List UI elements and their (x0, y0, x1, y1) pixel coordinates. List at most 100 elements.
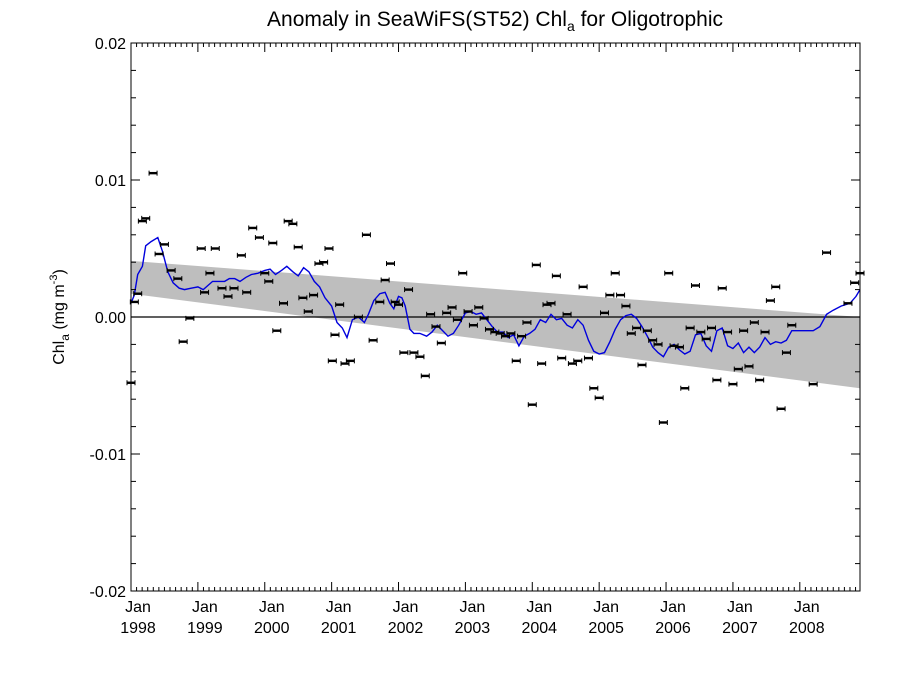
data-point (415, 354, 425, 360)
data-point (196, 246, 206, 251)
data-point (551, 273, 561, 279)
anomaly-line-layer (130, 236, 861, 358)
x-tick-year-label: 2003 (455, 620, 491, 637)
x-tick-year-label: 1998 (120, 620, 156, 637)
data-point (728, 381, 738, 387)
data-point (680, 385, 690, 391)
data-point (517, 333, 527, 339)
data-point (399, 350, 409, 356)
title-tail: for Oligotrophic (574, 8, 723, 31)
data-point (573, 358, 583, 364)
data-point (404, 287, 414, 293)
trend-confidence-band (131, 260, 860, 389)
title-subscript: a (566, 18, 575, 35)
x-tick-year-label: 2001 (321, 620, 357, 637)
data-point (685, 325, 695, 331)
data-point (664, 270, 674, 276)
x-tick-year-label: 2008 (789, 620, 825, 637)
y-tick-label: 0.00 (95, 310, 126, 327)
data-point (696, 329, 706, 335)
data-point (148, 170, 158, 176)
data-point (319, 259, 329, 265)
data-point (626, 330, 636, 336)
x-tick-year-label: 2004 (521, 620, 557, 637)
data-point (394, 302, 404, 308)
data-point (744, 363, 754, 369)
data-point (527, 402, 537, 408)
data-point (537, 361, 547, 367)
data-point (288, 221, 298, 227)
x-tick-year-label: 1999 (187, 620, 223, 637)
data-point (717, 285, 727, 291)
chart-title: Anomaly in SeaWiFS(ST52) Chla for Oligot… (0, 8, 900, 34)
y-tick-label: -0.01 (90, 447, 127, 464)
x-tick-month-label: Jan (125, 599, 151, 616)
data-point (781, 350, 791, 356)
data-point (648, 337, 658, 343)
data-point (578, 284, 588, 290)
anomaly-series-line (130, 236, 861, 358)
y-tick-label: 0.02 (95, 36, 126, 53)
axes-layer: 0.020.010.00-0.01-0.02Jan1998Jan1999Jan2… (90, 36, 861, 637)
x-tick-month-label: Jan (660, 599, 686, 616)
data-point (562, 311, 572, 317)
x-tick-month-label: Jan (727, 599, 753, 616)
ylabel-close: ) (51, 269, 68, 274)
data-point (546, 300, 556, 306)
data-point (330, 332, 340, 338)
data-point (303, 309, 313, 315)
data-point (632, 325, 642, 331)
data-point (420, 373, 430, 379)
data-point (511, 358, 521, 364)
data-point (808, 381, 818, 387)
y-axis-label: Chla (mg m-3) (48, 269, 72, 365)
svg-text:Chla (mg m-3): Chla (mg m-3) (48, 269, 72, 365)
data-point (674, 344, 684, 350)
x-tick-month-label: Jan (393, 599, 419, 616)
data-point (324, 246, 334, 251)
data-point (605, 292, 615, 298)
ylabel-subscript: a (58, 334, 72, 341)
data-point (327, 358, 337, 364)
data-point (361, 232, 371, 238)
data-point (843, 300, 853, 306)
data-point (154, 251, 164, 257)
trend-band-layer (131, 260, 860, 389)
data-point (166, 267, 176, 273)
ylabel-superscript: -3 (48, 275, 60, 285)
x-tick-year-label: 2002 (388, 620, 424, 637)
data-point (594, 395, 604, 401)
data-point (431, 324, 441, 330)
data-point (133, 291, 143, 297)
data-point (463, 309, 473, 315)
data-point (701, 336, 711, 342)
data-point (739, 328, 749, 334)
data-point (583, 355, 593, 361)
data-point (173, 276, 183, 282)
data-point (353, 314, 363, 320)
x-tick-month-label: Jan (259, 599, 285, 616)
x-tick-month-label: Jan (326, 599, 352, 616)
data-point (474, 304, 484, 310)
data-point (335, 302, 345, 308)
x-tick-month-label: Jan (593, 599, 619, 616)
data-point (658, 419, 668, 425)
data-point (268, 240, 278, 246)
y-tick-label: -0.02 (90, 584, 127, 601)
data-point (531, 262, 541, 268)
x-tick-year-label: 2007 (722, 620, 758, 637)
data-point (129, 299, 139, 305)
x-tick-year-label: 2006 (655, 620, 691, 637)
data-point (229, 285, 239, 291)
data-point (141, 215, 151, 221)
data-point (707, 325, 717, 331)
data-point (850, 280, 860, 286)
data-point (468, 322, 478, 328)
data-point (236, 252, 246, 258)
data-point (293, 244, 303, 250)
data-point (749, 319, 759, 325)
data-point (426, 311, 436, 317)
data-point (610, 270, 620, 276)
data-point (712, 377, 722, 383)
data-point (254, 235, 264, 241)
